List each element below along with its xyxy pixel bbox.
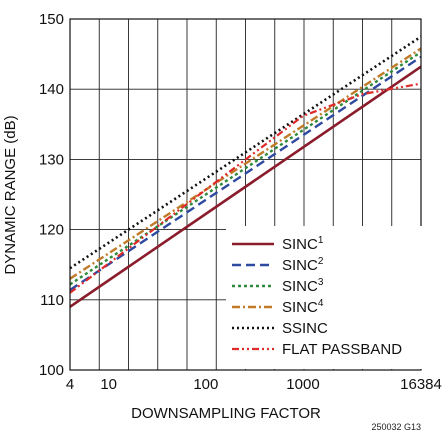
y-tick-label: 150: [39, 11, 64, 28]
series-line-1: [69, 65, 422, 308]
series-line-4: [69, 47, 422, 280]
legend-label: FLAT PASSBAND: [282, 341, 402, 358]
x-tick-label: 10: [100, 376, 117, 393]
legend-label: SINC3: [282, 277, 324, 295]
y-tick-label: 130: [39, 151, 64, 168]
tick-labels: 4 10 100 1000 16384 100 110 120 130 140 150: [39, 11, 442, 393]
series-line-3: [69, 50, 422, 286]
x-tick-label: 100: [193, 376, 218, 393]
legend-label: SINC1: [282, 235, 324, 253]
legend-label: SINC2: [282, 256, 324, 274]
series-line-6: [69, 82, 422, 294]
x-axis-label: DOWNSAMPLING FACTOR: [131, 405, 321, 422]
y-axis-label: DYNAMIC RANGE (dB): [2, 115, 19, 274]
y-tick-label: 120: [39, 222, 64, 239]
series-group: [69, 35, 422, 308]
series-line-5: [69, 35, 422, 270]
series-line-2: [69, 55, 422, 291]
y-tick-label: 140: [39, 81, 64, 98]
plot-frame: [69, 18, 422, 371]
legend: SINC1 SINC2 SINC3 SINC4 SSINC FLAT PASSBAND: [226, 226, 422, 369]
y-tick-label: 110: [40, 292, 64, 309]
figure-id: 250032 G13: [371, 422, 421, 432]
x-tick-label: 16384: [400, 376, 442, 393]
legend-label: SINC4: [282, 298, 324, 316]
legend-box: [226, 226, 422, 369]
x-tick-label: 1000: [286, 376, 319, 393]
x-tick-label: 4: [66, 376, 74, 393]
legend-label: SSINC: [282, 320, 328, 337]
y-tick-label: 100: [39, 362, 64, 379]
